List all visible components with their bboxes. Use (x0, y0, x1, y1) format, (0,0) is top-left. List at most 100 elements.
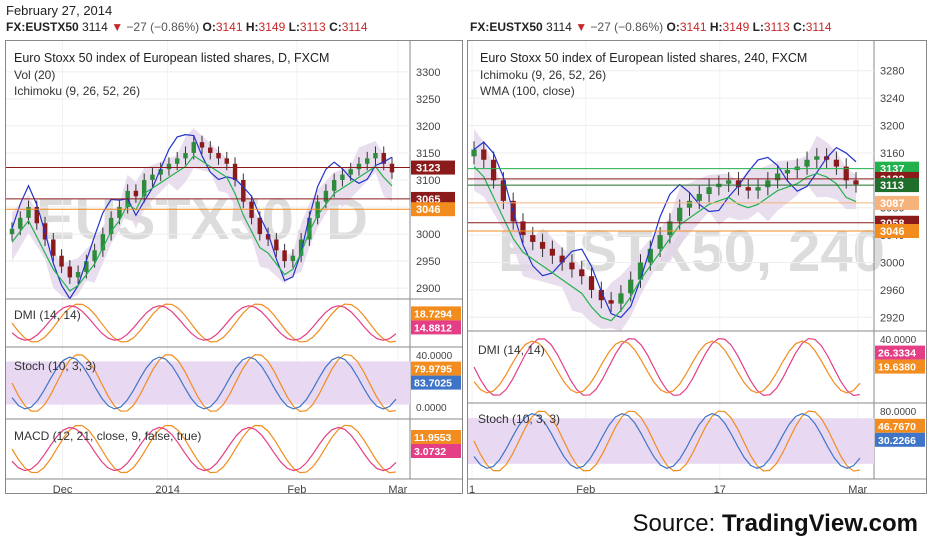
candle-body (290, 255, 296, 262)
indicator-line (11, 356, 397, 410)
indicator-value-text: 26.3334 (878, 348, 916, 360)
candle-body (618, 293, 624, 304)
left-close: 3114 (341, 20, 368, 34)
candle-body (208, 147, 213, 153)
candle-body (183, 152, 188, 159)
indicator-value-box (875, 418, 925, 433)
right-chart-svg: EUSTX50, 2403280324032003160312030803040… (468, 41, 926, 493)
price-label-text: 3123 (416, 163, 440, 175)
indicator-line (473, 410, 861, 472)
candle-body (117, 207, 122, 218)
stoch-band (6, 361, 410, 405)
right-last: 3114 (546, 20, 572, 34)
indicator-value-text: 14.8812 (414, 322, 452, 334)
price-label-box (875, 223, 919, 238)
candle-body (249, 201, 254, 218)
indicator-line (473, 340, 861, 394)
candle-body (765, 180, 771, 188)
price-label-text: 3046 (416, 204, 440, 216)
candle-body (481, 149, 487, 160)
indicator-line (11, 305, 397, 341)
indicator-value-box (411, 375, 461, 390)
price-label-box (875, 178, 919, 193)
right-dmi-label: DMI (14, 14) (478, 343, 545, 357)
indicator-line (11, 426, 397, 472)
candle-body (628, 279, 634, 294)
left-chart-title: Euro Stoxx 50 index of European listed s… (14, 51, 330, 65)
indicator-line (11, 303, 397, 343)
left-last: 3114 (82, 20, 108, 34)
left-chart-svg: EUSTX50, D330032503200315031003050300029… (6, 41, 462, 493)
candle-body (381, 152, 386, 164)
y-tick-label: 2950 (416, 256, 440, 268)
indicator-value-text: 83.7025 (414, 378, 452, 390)
left-stoch-label: Stoch (10, 3, 3) (14, 359, 97, 373)
candle-body (579, 269, 585, 277)
indicator-value-box (411, 444, 461, 458)
source-brand[interactable]: TradingView.com (721, 510, 918, 537)
y-tick-label: 2900 (416, 283, 440, 295)
left-low: 3113 (299, 20, 326, 34)
left-dmi-label: DMI (14, 14) (14, 308, 81, 322)
price-label-box (411, 202, 455, 217)
y-tick-label: 2920 (880, 312, 904, 324)
price-label-text: 3113 (880, 180, 904, 192)
right-symbol: FX:EUSTX50 (470, 20, 543, 34)
y-tick-label: 3100 (416, 175, 440, 187)
candle-body (775, 173, 781, 181)
x-tick-label: 1 (469, 484, 475, 493)
indicator-value-box (411, 361, 461, 376)
candle-body (158, 169, 163, 175)
right-low: 3113 (763, 20, 790, 34)
y-tick-label: 3250 (416, 94, 440, 106)
subpanel-tick-label: 40.0000 (416, 351, 453, 362)
y-tick-label: 3000 (416, 229, 440, 241)
candle-body (696, 194, 702, 201)
candle-body (241, 180, 246, 202)
y-tick-label: 3300 (416, 67, 440, 79)
candle-body (84, 261, 89, 272)
indicator-value-text: 18.7294 (414, 308, 452, 320)
y-tick-label: 3240 (880, 93, 904, 105)
indicator-value-box (411, 306, 461, 321)
subpanel-tick-label: 40.0000 (880, 335, 917, 346)
right-chart-panel[interactable]: EUSTX50, 2403280324032003160312030803040… (467, 40, 927, 494)
lagging-span-line (11, 134, 393, 300)
indicator-value-text: 30.2266 (878, 435, 916, 447)
candle-body (667, 221, 673, 236)
indicator-value-box (411, 430, 461, 444)
left-chart-panel[interactable]: EUSTX50, D330032503200315031003050300029… (5, 40, 463, 494)
source-prefix: Source: (632, 510, 722, 537)
candle-body (389, 163, 395, 173)
y-tick-label: 3160 (880, 148, 904, 160)
candle-body (356, 163, 362, 170)
x-tick-label: 2014 (155, 484, 179, 493)
candle-body (232, 163, 238, 180)
y-tick-label: 3200 (416, 121, 440, 133)
candle-body (549, 248, 555, 256)
candle-body (843, 166, 849, 181)
candle-body (108, 217, 114, 235)
candle-body (174, 158, 180, 164)
candle-body (307, 217, 312, 240)
indicator-line (11, 424, 397, 474)
candle-body (490, 159, 497, 181)
candle-body (853, 180, 859, 185)
price-label-text: 3087 (880, 198, 904, 210)
left-change: −27 (−0.86%) (126, 20, 200, 34)
left-symbol: FX:EUSTX50 (6, 20, 79, 34)
indicator-value-text: 79.9795 (414, 364, 452, 376)
subpanel-tick-label: 80.0000 (880, 407, 917, 418)
price-label-box (875, 195, 919, 210)
candle-body (150, 174, 155, 180)
candle-body (637, 262, 644, 280)
candle-body (191, 142, 196, 153)
right-indicator-ichimoku: Ichimoku (9, 26, 52, 26) (480, 68, 607, 82)
candle-body (298, 239, 304, 256)
candle-body (100, 234, 106, 251)
right-ticker-header: FX:EUSTX50 3114 ▼ −27 (−0.86%) O:3141 H:… (470, 20, 832, 34)
candle-body (282, 250, 287, 262)
source-credit: Source: TradingView.com (633, 510, 918, 538)
left-high: 3149 (258, 20, 286, 34)
candle-body (804, 159, 810, 167)
